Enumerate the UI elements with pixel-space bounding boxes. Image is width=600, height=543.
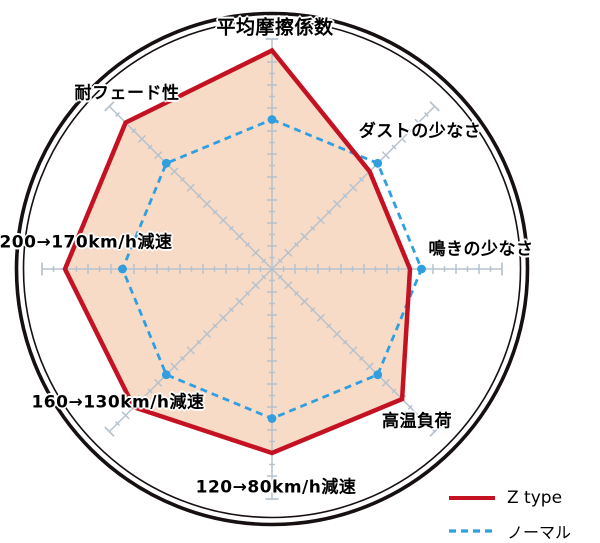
axis-label-low-dust: ダストの少なさ xyxy=(358,121,482,142)
axis-label-deceleration-160-130: 160→130km/h減速 xyxy=(31,392,205,413)
normal-dashed-line-swatch xyxy=(449,529,495,533)
legend-item-z-type: Z type xyxy=(448,488,562,508)
legend-label-z-type: Z type xyxy=(507,488,563,508)
axis-label-deceleration-120-80: 120→80km/h減速 xyxy=(195,477,357,498)
legend-label-normal: ノーマル xyxy=(507,523,572,542)
axis-label-low-noise: 鳴きの少なさ xyxy=(428,239,534,260)
axis-label-fade-resistance: 耐フェード性 xyxy=(74,83,180,104)
legend-item-normal: ノーマル xyxy=(448,519,571,543)
axis-label-average-friction: 平均摩擦係数 xyxy=(216,16,334,39)
z-type-line-swatch xyxy=(449,496,495,500)
axis-label-high-temp-load: 高温負荷 xyxy=(382,411,452,432)
axis-label-deceleration-200-170: 200→170km/h減速 xyxy=(0,232,173,253)
